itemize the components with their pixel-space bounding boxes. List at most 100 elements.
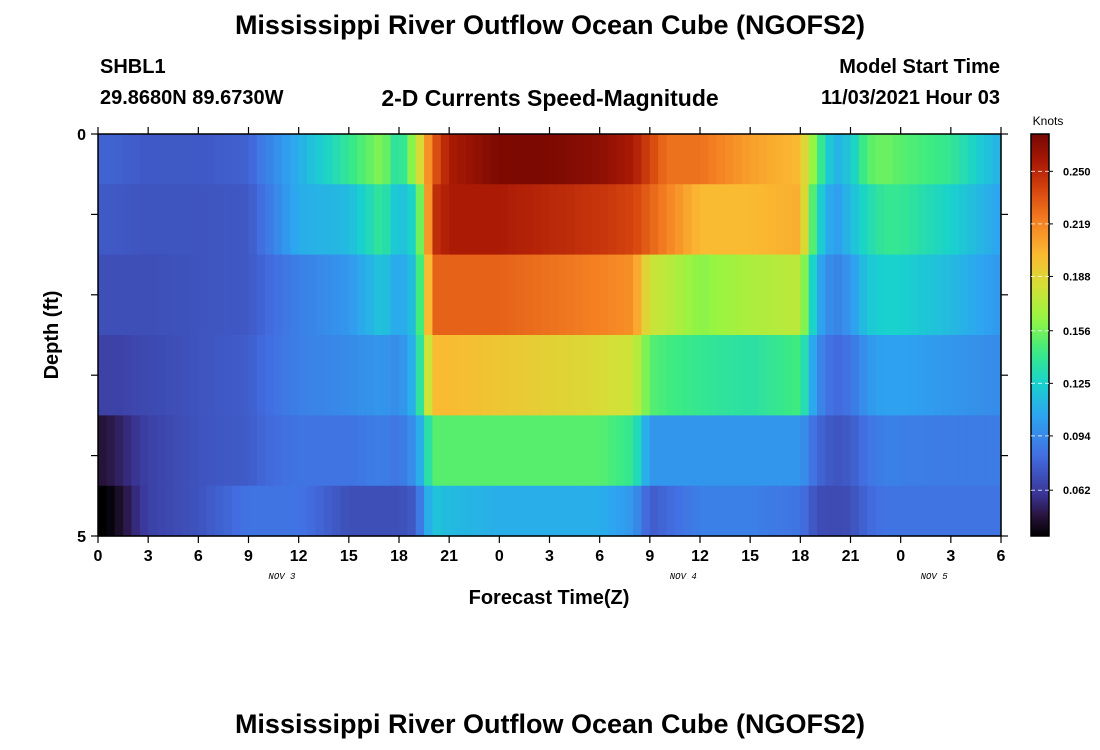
heatmap-cell xyxy=(825,134,835,185)
heatmap-cell xyxy=(775,335,785,416)
heatmap-cell xyxy=(775,415,785,487)
heatmap-cell xyxy=(616,485,626,537)
heatmap-cell xyxy=(691,134,701,185)
heatmap-cell xyxy=(424,134,434,185)
heatmap-cell xyxy=(725,335,735,416)
heatmap-cell xyxy=(139,254,149,336)
heatmap-cell xyxy=(231,485,241,537)
heatmap-cell xyxy=(114,485,124,537)
heatmap-cell xyxy=(248,485,258,537)
heatmap-cell xyxy=(892,184,902,256)
colorbar-unit: Knots xyxy=(1033,114,1064,128)
heatmap-cell xyxy=(975,415,985,487)
heatmap-cell xyxy=(750,134,760,185)
heatmap-cell xyxy=(758,134,768,185)
heatmap-cell xyxy=(708,335,718,416)
heatmap-cell xyxy=(114,254,124,336)
heatmap-cell xyxy=(883,134,893,185)
heatmap-cell xyxy=(641,134,651,185)
heatmap-cell xyxy=(992,485,1002,537)
heatmap-cell xyxy=(156,485,166,537)
heatmap-cell xyxy=(490,335,500,416)
heatmap-cell xyxy=(181,184,191,256)
day-label: NOV 3 xyxy=(268,572,296,582)
day-label: NOV 4 xyxy=(670,572,697,582)
heatmap-cell xyxy=(449,415,459,487)
heatmap-cell xyxy=(449,254,459,336)
heatmap-cell xyxy=(867,134,877,185)
heatmap-cell xyxy=(633,485,643,537)
heatmap-cell xyxy=(106,335,116,416)
heatmap-cell xyxy=(516,415,526,487)
heatmap-cell xyxy=(424,415,434,487)
heatmap-cell xyxy=(181,134,191,185)
heatmap-cell xyxy=(616,335,626,416)
heatmap-cell xyxy=(240,184,250,256)
heatmap-cell xyxy=(415,485,425,537)
heatmap-cell xyxy=(658,415,668,487)
heatmap-cell xyxy=(557,134,567,185)
heatmap-cell xyxy=(173,254,183,336)
model-start-label: Model Start Time xyxy=(839,56,1000,78)
heatmap-cell xyxy=(164,254,174,336)
heatmap-cell xyxy=(967,415,977,487)
heatmap-cell xyxy=(608,184,617,256)
heatmap-cell xyxy=(114,184,124,256)
heatmap-cell xyxy=(875,184,885,256)
heatmap-cell xyxy=(775,184,785,256)
heatmap-cell xyxy=(892,335,902,416)
heatmap-cell xyxy=(633,254,643,336)
heatmap-cell xyxy=(231,415,241,487)
heatmap-cell xyxy=(98,415,107,487)
heatmap-cell xyxy=(574,184,584,256)
heatmap-cell xyxy=(123,134,133,185)
heatmap-cell xyxy=(407,134,417,185)
heatmap-cell xyxy=(616,254,626,336)
heatmap-cell xyxy=(490,485,500,537)
y-axis-label: Depth (ft) xyxy=(41,291,63,380)
heatmap-cell xyxy=(967,134,977,185)
heatmap-cell xyxy=(691,184,701,256)
heatmap-cell xyxy=(541,134,551,185)
x-tick-label: 21 xyxy=(440,548,458,565)
heatmap-cell xyxy=(524,485,534,537)
heatmap-cell xyxy=(181,415,191,487)
heatmap-cell xyxy=(123,335,133,416)
heatmap-cell xyxy=(917,184,927,256)
heatmap-cell xyxy=(323,415,333,487)
heatmap-cell xyxy=(482,415,492,487)
heatmap-cell xyxy=(482,184,492,256)
heatmap-cell xyxy=(198,254,208,336)
heatmap-cell xyxy=(457,134,467,185)
heatmap-cell xyxy=(942,254,952,336)
heatmap-cell xyxy=(967,254,977,336)
heatmap-cell xyxy=(791,184,801,256)
heatmap-cell xyxy=(683,485,693,537)
heatmap-cell xyxy=(599,134,609,185)
heatmap-cell xyxy=(708,485,718,537)
heatmap-cell xyxy=(457,485,467,537)
heatmap-cell xyxy=(164,485,174,537)
heatmap-cell xyxy=(892,485,902,537)
heatmap-cell xyxy=(808,415,818,487)
heatmap-cell xyxy=(357,485,367,537)
heatmap-cell xyxy=(883,485,893,537)
x-tick-label: 9 xyxy=(645,548,654,565)
heatmap-cell xyxy=(365,335,375,416)
heatmap-cell xyxy=(633,335,643,416)
x-tick-label: 15 xyxy=(340,548,358,565)
heatmap-cell xyxy=(265,184,275,256)
heatmap-cell xyxy=(357,134,367,185)
heatmap-cell xyxy=(716,485,726,537)
heatmap-cell xyxy=(206,134,216,185)
heatmap-cell xyxy=(750,184,760,256)
heatmap-cell xyxy=(248,254,258,336)
heatmap-cell xyxy=(215,415,225,487)
heatmap-cell xyxy=(875,415,885,487)
heatmap-cell xyxy=(975,485,985,537)
heatmap-cell xyxy=(683,254,693,336)
heatmap-cell xyxy=(791,335,801,416)
heatmap-cell xyxy=(407,254,417,336)
heatmap-cell xyxy=(281,485,291,537)
heatmap-cell xyxy=(382,254,392,336)
